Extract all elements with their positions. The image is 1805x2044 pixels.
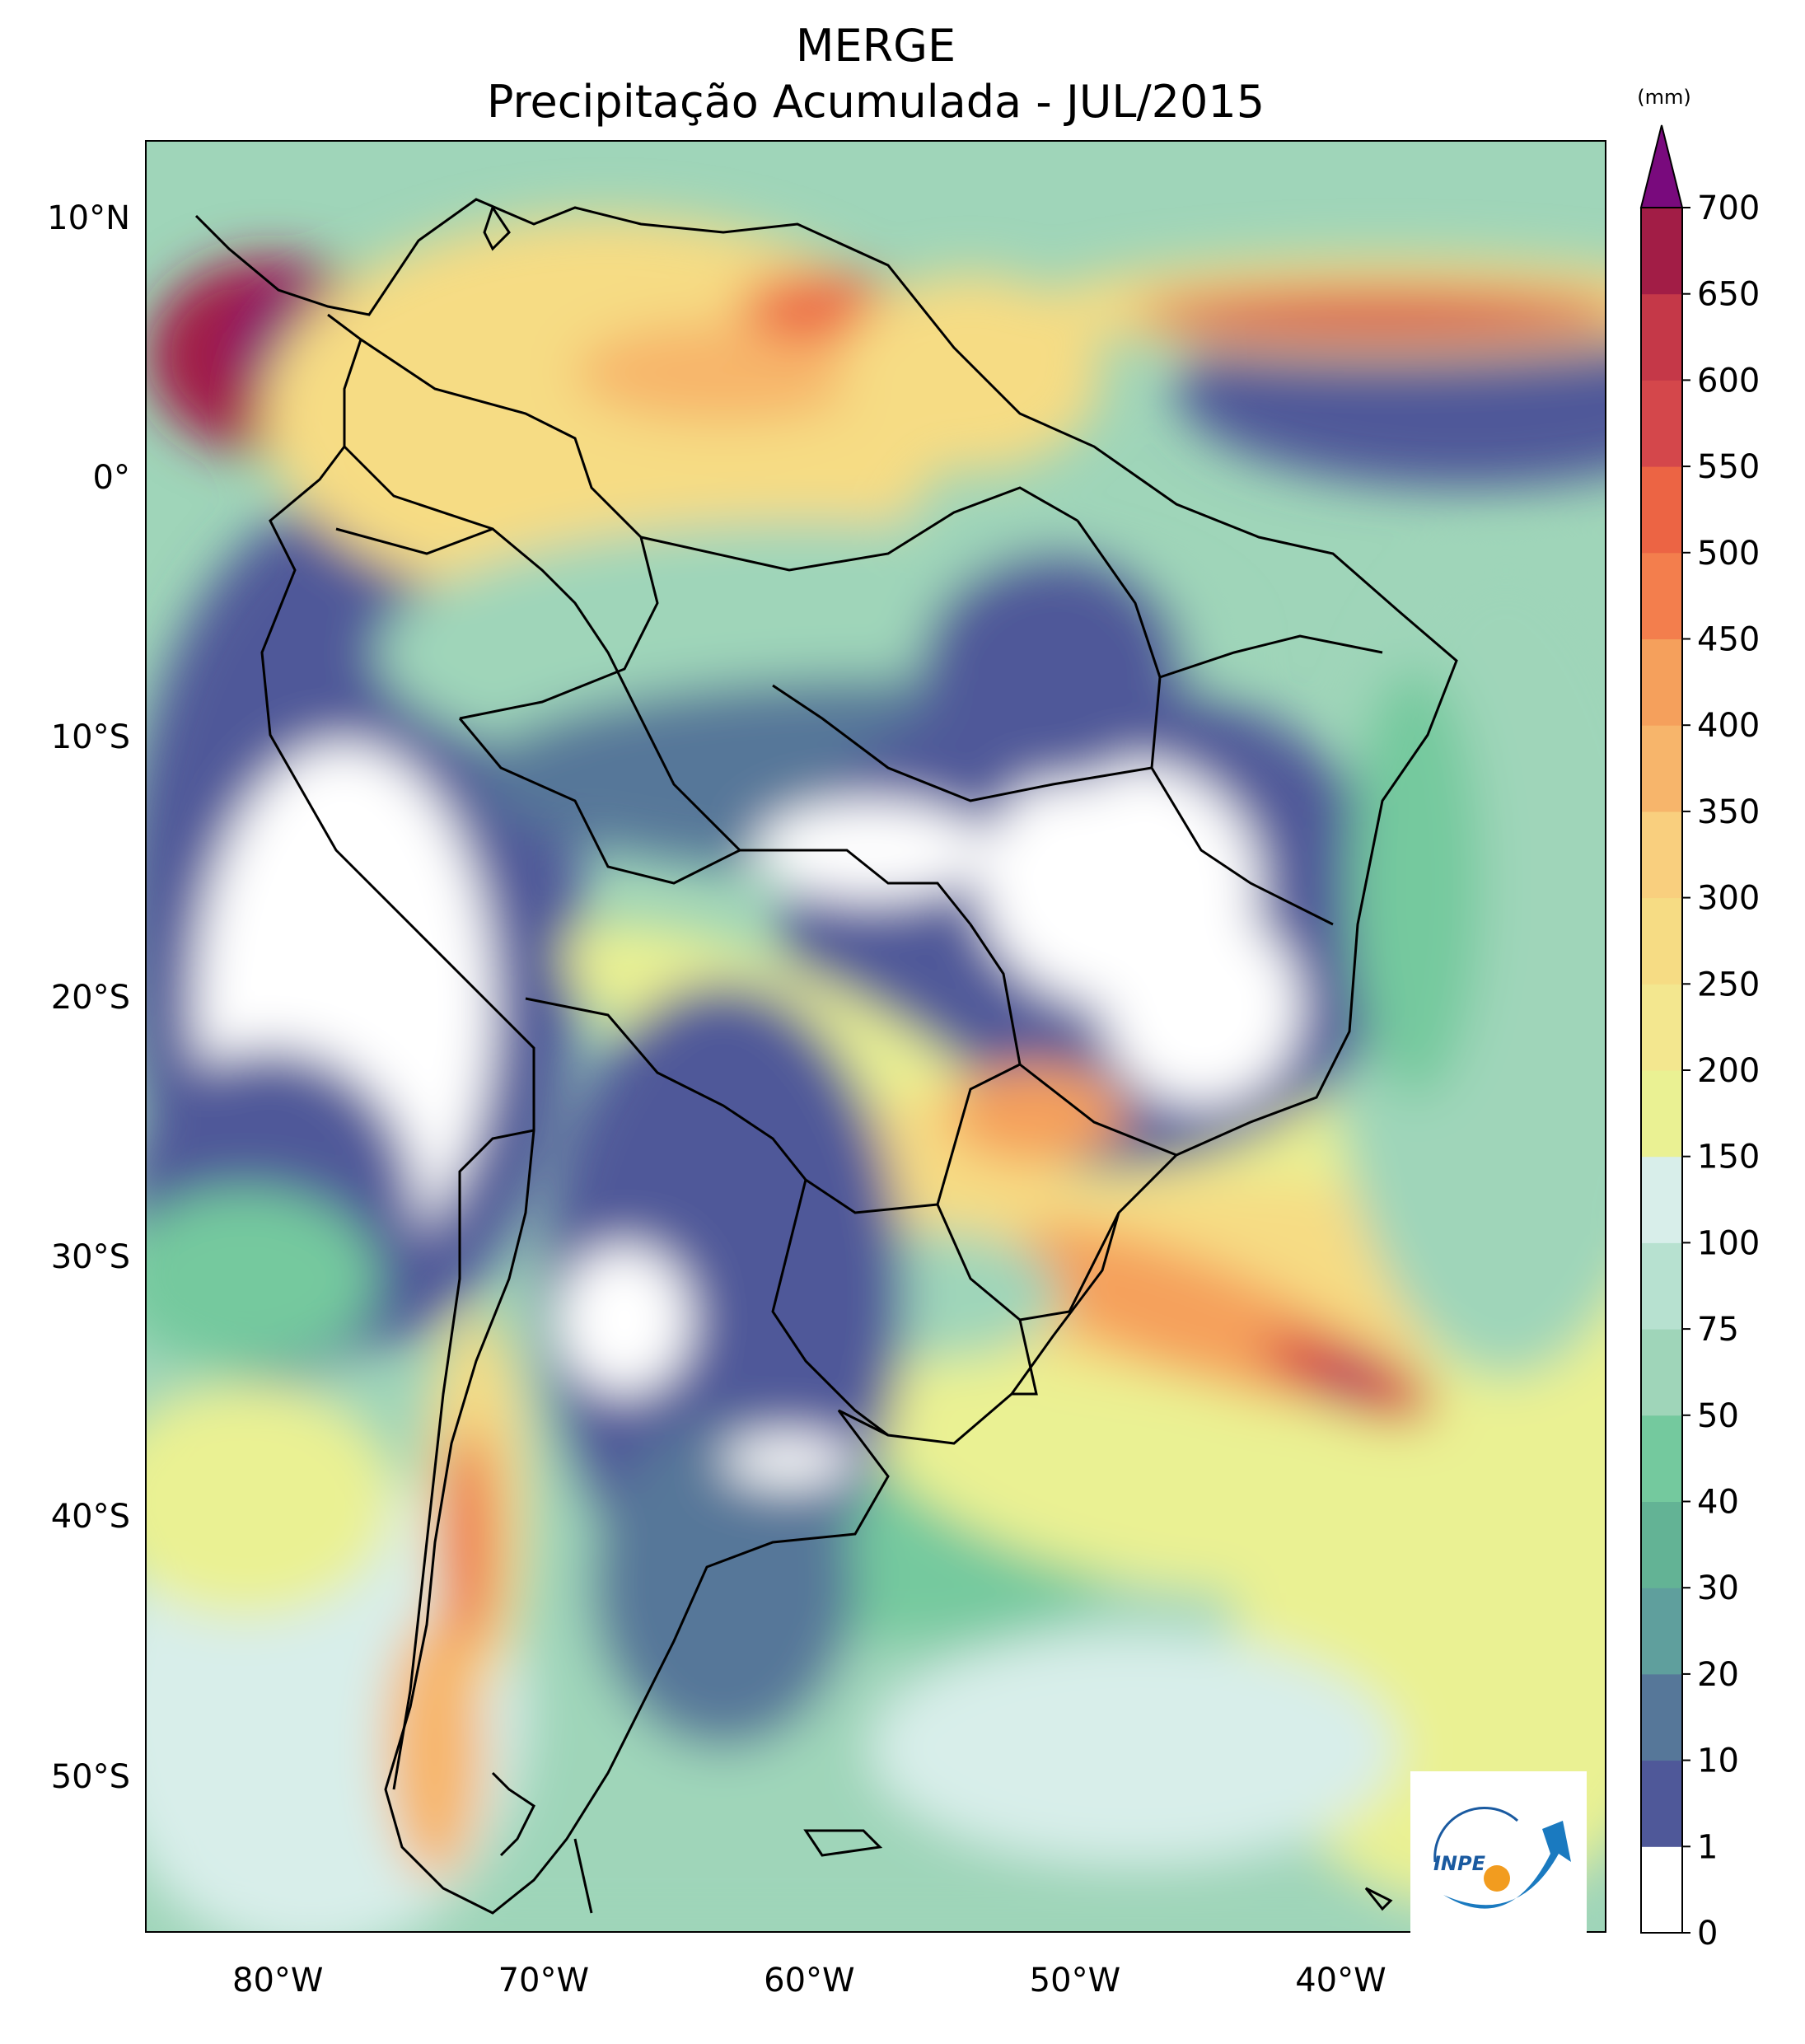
colorbar-level-label: 20 — [1697, 1656, 1739, 1694]
colorbar-segment — [1641, 1501, 1682, 1588]
lon-tick-label: 70°W — [498, 1962, 590, 2000]
colorbar-level-label: 550 — [1697, 448, 1760, 486]
colorbar-segment — [1641, 466, 1682, 554]
colorbar-level-label: 30 — [1697, 1569, 1739, 1607]
colorbar-level-label: 650 — [1697, 276, 1760, 314]
lat-tick-label: 10°N — [47, 199, 130, 237]
logo-text: INPE — [1433, 1852, 1485, 1875]
colorbar-segment — [1641, 1329, 1682, 1416]
lat-tick-label: 20°S — [50, 978, 130, 1017]
colorbar-level-label: 75 — [1697, 1311, 1739, 1349]
colorbar-segment — [1641, 725, 1682, 812]
precipitation-map[interactable] — [147, 142, 1605, 1931]
colorbar-level-label: 400 — [1697, 707, 1760, 745]
lon-tick-label: 60°W — [764, 1962, 855, 2000]
coast-islands — [483, 204, 1393, 1911]
colorbar-level-label: 450 — [1697, 621, 1760, 659]
colorbar-segment — [1641, 208, 1682, 295]
colorbar-level-label: 50 — [1697, 1397, 1739, 1435]
colorbar-level-label: 40 — [1697, 1484, 1739, 1522]
lon-tick-label: 80°W — [232, 1962, 324, 2000]
map-frame[interactable] — [145, 140, 1606, 1933]
lon-tick-label: 50°W — [1029, 1962, 1121, 2000]
colorbar-segment — [1641, 811, 1682, 899]
colorbar-segment — [1641, 1588, 1682, 1675]
units-label: (mm) — [1637, 86, 1691, 109]
lat-tick-label: 0° — [92, 458, 130, 497]
country-borders — [194, 198, 1458, 1915]
colorbar-level-label: 700 — [1697, 189, 1760, 227]
colorbar-level-label: 350 — [1697, 793, 1760, 831]
lat-tick-label: 10°S — [50, 718, 130, 757]
colorbar-extend-arrow — [1639, 124, 1684, 208]
lat-tick-label: 30°S — [50, 1238, 130, 1277]
colorbar-segment — [1641, 552, 1682, 639]
lon-tick-label: 40°W — [1295, 1962, 1386, 2000]
colorbar-segment — [1641, 1156, 1682, 1243]
colorbar-segment — [1641, 1673, 1682, 1761]
colorbar-level-label: 200 — [1697, 1052, 1760, 1090]
colorbar-segment — [1641, 1846, 1682, 1934]
colorbar[interactable]: 0 1 10 20 30 40 50 75 100 150 200 250 300 350 400 450 50… — [1631, 115, 1805, 2044]
colorbar-segment — [1641, 984, 1682, 1071]
colorbar-level-label: 250 — [1697, 966, 1760, 1003]
colorbar-level-label: 10 — [1697, 1742, 1739, 1780]
colorbar-segment — [1641, 1415, 1682, 1502]
colorbar-segment — [1641, 380, 1682, 467]
inpe-logo-icon — [1433, 1806, 1571, 1909]
colorbar-segment — [1641, 638, 1682, 726]
colorbar-segment — [1641, 293, 1682, 381]
colorbar-level-label: 500 — [1697, 535, 1760, 573]
colorbar-segment — [1641, 1242, 1682, 1330]
colorbar-segment — [1641, 1760, 1682, 1847]
colorbar-level-label: 1 — [1697, 1828, 1718, 1866]
colorbar-level-label: 600 — [1697, 362, 1760, 400]
colorbar-segment — [1641, 1070, 1682, 1158]
map-subtitle: Precipitação Acumulada - JUL/2015 — [486, 76, 1265, 128]
colorbar-level-label: 0 — [1697, 1915, 1718, 1953]
colorbar-segment — [1641, 897, 1682, 985]
map-title: MERGE — [795, 20, 956, 72]
colorbar-level-label: 150 — [1697, 1139, 1760, 1176]
lat-tick-label: 50°S — [50, 1757, 130, 1796]
colorbar-level-label: 100 — [1697, 1224, 1760, 1262]
inpe-logo: INPE — [1410, 1771, 1587, 1944]
lat-tick-label: 40°S — [50, 1498, 130, 1537]
precipitation-field — [147, 216, 1605, 1931]
colorbar-level-label: 300 — [1697, 880, 1760, 918]
